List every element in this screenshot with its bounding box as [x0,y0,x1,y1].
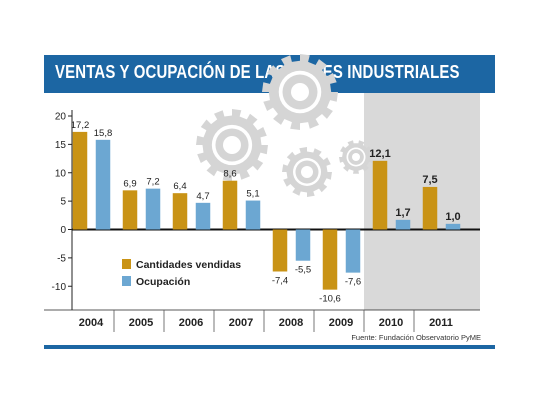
bar-ocupacion [295,229,311,261]
y-tick-label: 0 [60,225,66,236]
bar-ventas [322,229,338,290]
y-tick-label: 15 [55,140,67,151]
y-tick-label: 10 [55,168,67,179]
bar-ocupacion [95,139,111,230]
bar-value-label: 7,2 [146,177,159,188]
gear-hole [223,136,241,154]
gear-icon-top [262,54,338,130]
bar-value-label: 1,7 [395,207,410,219]
labels-layer: 17,2 6,9 6,4 8,6 -7,4 -10,6 12,1 7,5 15,8 7,2 4,7 5… [71,120,461,305]
x-tick-label: 2004 [79,317,104,329]
x-tick-label: 2009 [329,317,353,329]
bar-value-label: -7,4 [272,275,288,286]
bar-ventas [372,160,388,230]
gear-icon-large [196,109,268,181]
bar-ventas [272,229,288,272]
bar-ocupacion [345,229,361,273]
bar-value-label: 6,4 [173,181,186,192]
legend-swatch [122,276,131,286]
bar-ventas [122,190,138,230]
bars-layer [72,131,461,290]
bar-ocupacion [145,188,161,230]
gear-icon-small [282,147,332,197]
gear-hole [352,153,360,161]
legend: Cantidades vendidas Ocupación [122,259,241,288]
y-tick-label: 20 [55,112,67,123]
bar-value-label: 6,9 [123,178,136,189]
bar-value-label: 4,7 [196,191,209,202]
chart-title: VENTAS Y OCUPACIÓN DE LAS PYMES INDUSTRI… [55,62,460,82]
y-tick-label: -5 [57,253,66,264]
bar-value-label: -5,5 [295,265,311,276]
gear-hole [301,166,313,178]
bar-value-label: 15,8 [94,128,113,139]
y-tick-label: 5 [60,197,66,208]
bar-value-label: 1,0 [445,211,460,223]
bar-ocupacion [245,200,261,230]
bar-value-label: 7,5 [422,174,437,186]
bar-value-label: 12,1 [369,148,390,160]
bar-ventas [72,131,88,230]
bar-ventas [222,180,238,230]
x-tick-label: 2006 [179,317,203,329]
gears-decoration [196,54,373,197]
x-tick-label: 2008 [279,317,303,329]
bottom-rule [44,345,495,349]
legend-swatch [122,259,131,269]
legend-label: Cantidades vendidas [136,259,241,271]
x-tick-label: 2010 [379,317,403,329]
bar-ventas [422,186,438,230]
bar-value-label: -7,6 [345,277,361,288]
bar-value-label: 5,1 [246,189,259,200]
bar-value-label: 8,6 [223,169,236,180]
source-note: Fuente: Fundación Observatorio PyME [351,333,481,342]
gear-hole [291,83,309,101]
y-tick-label: -10 [52,282,67,293]
bar-value-label: -10,6 [319,294,341,305]
bar-value-label: 17,2 [71,120,90,131]
x-tick-label: 2005 [129,317,153,329]
bar-ocupacion [195,202,211,230]
bar-ocupacion [395,219,411,230]
x-tick-label: 2007 [229,317,253,329]
bar-ventas [172,193,188,230]
x-tick-label: 2011 [429,317,453,329]
legend-label: Ocupación [136,276,190,288]
bar-ocupacion [445,223,461,230]
gear-icon-tiny [339,140,373,174]
